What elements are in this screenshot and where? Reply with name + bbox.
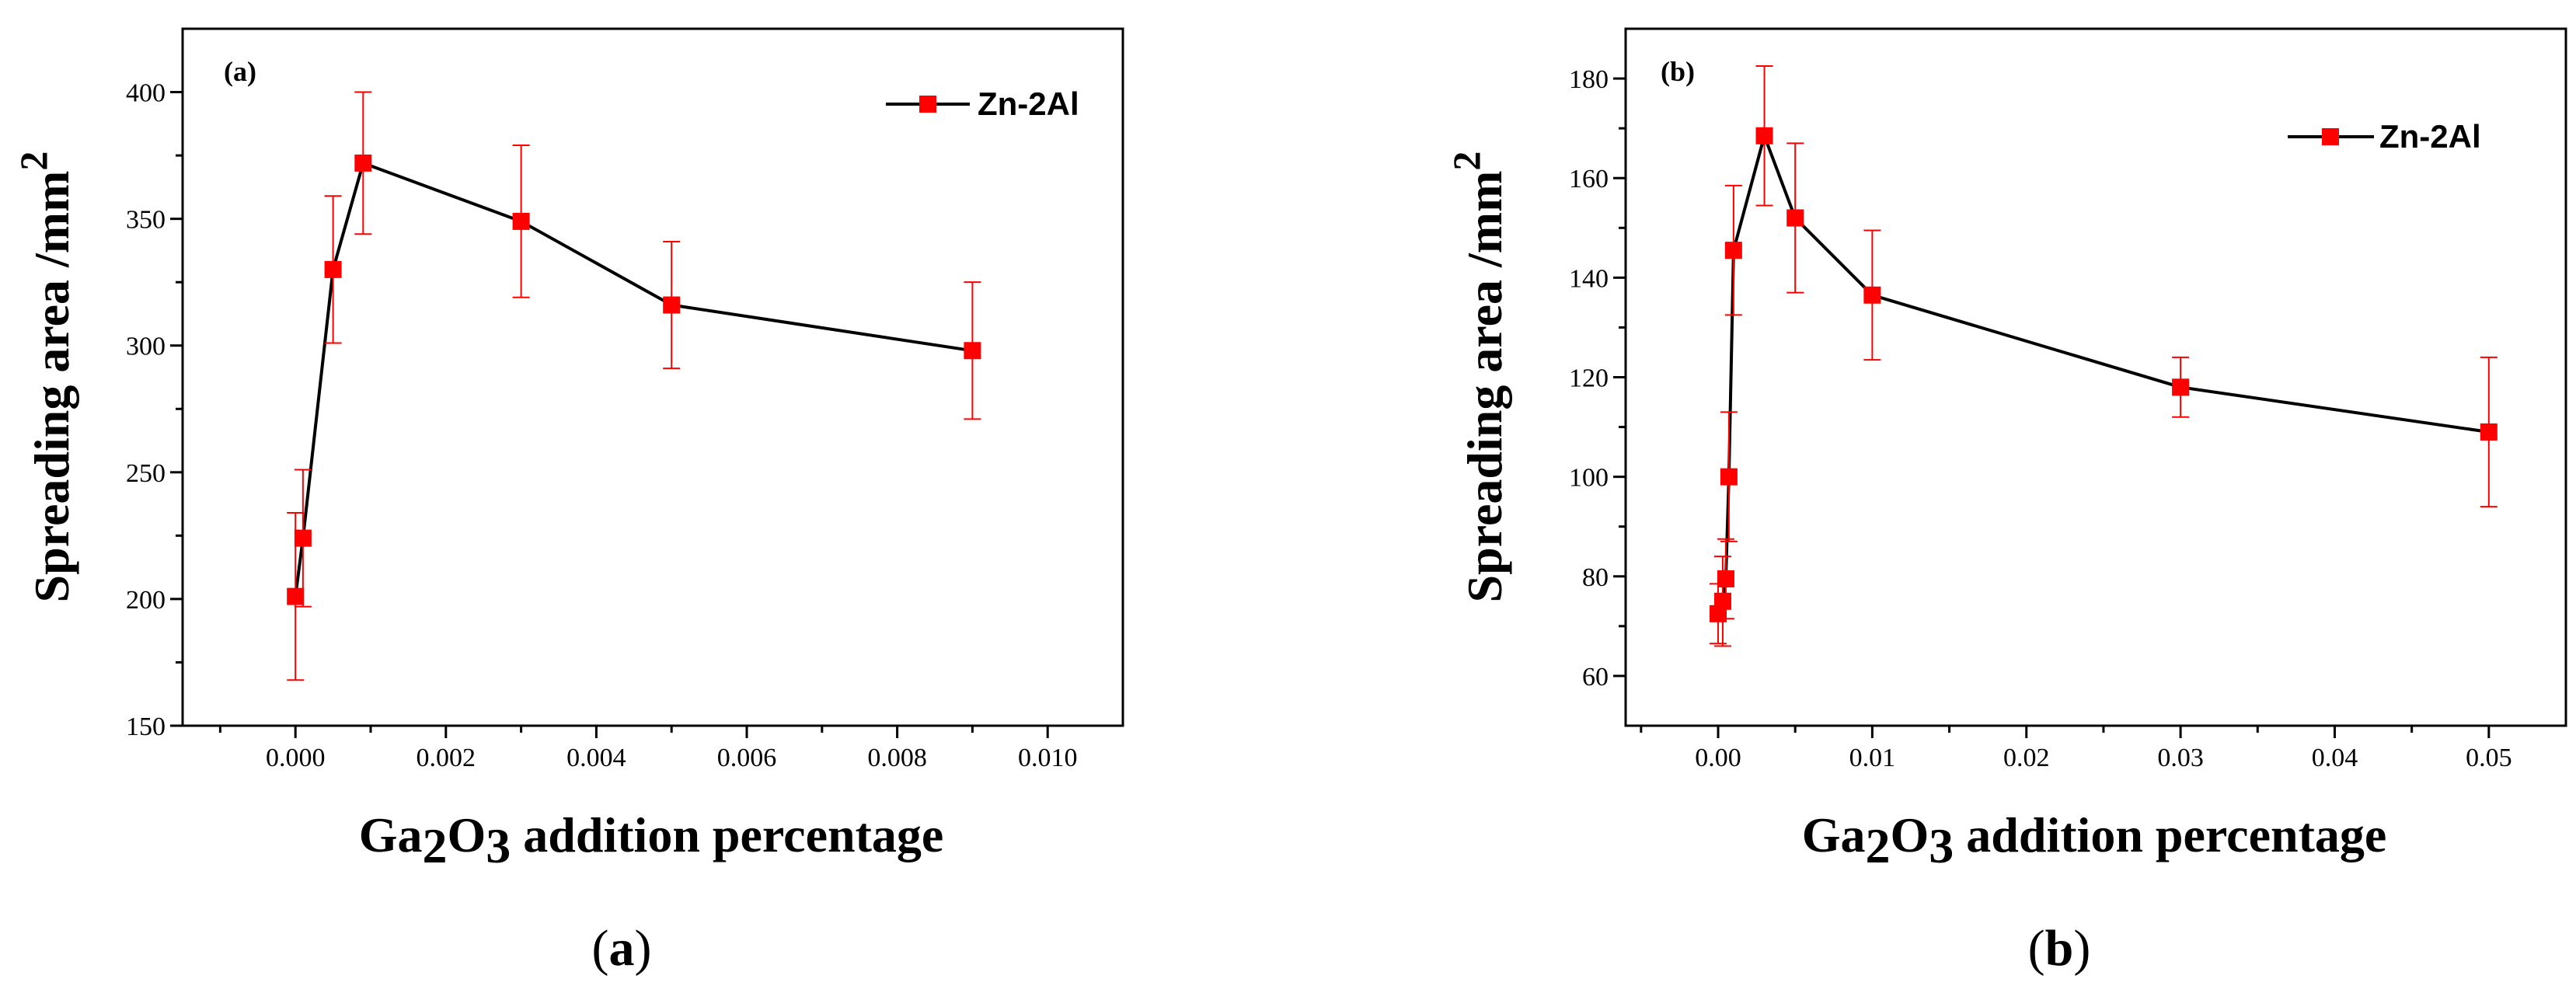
y-tick-label-a: 150 — [126, 712, 166, 741]
y-axis-title-main-b: Spreading area /mm — [1457, 171, 1512, 603]
data-point-b — [1863, 286, 1881, 304]
panel-label-a: (a) — [224, 56, 256, 87]
caption-a: (a) — [592, 920, 652, 977]
y-axis-title-main-a: Spreading area /mm — [24, 171, 79, 603]
x-tick-label-b: 0.00 — [1695, 744, 1741, 772]
x-tick-label-a: 0.000 — [266, 744, 326, 772]
x-tick-label-b: 0.01 — [1849, 744, 1896, 772]
x-tick-label-a: 0.002 — [417, 744, 476, 772]
x-axis-title-a: Ga2O3 addition percentage — [359, 807, 944, 873]
y-tick-label-b: 160 — [1569, 165, 1609, 193]
y-tick-label-b: 120 — [1569, 364, 1609, 393]
data-point-b — [2480, 423, 2498, 441]
x-tick-label-a: 0.010 — [1018, 744, 1078, 772]
data-point-a — [354, 154, 372, 172]
x-tick-label-b: 0.03 — [2157, 744, 2204, 772]
y-axis-title-b: Spreading area /mm2 — [1445, 152, 1512, 603]
legend-marker-a — [919, 96, 936, 113]
data-point-b — [1786, 209, 1804, 227]
y-tick-label-a: 200 — [126, 586, 166, 615]
y-tick-label-b: 100 — [1569, 464, 1609, 493]
x-tick-label-b: 0.05 — [2466, 744, 2512, 772]
y-tick-label-a: 300 — [126, 333, 166, 361]
data-point-b — [1717, 570, 1734, 587]
series-line-b — [1717, 131, 2490, 615]
data-point-b — [1755, 127, 1773, 145]
data-point-a — [964, 342, 981, 360]
x-axis-title-sub3-b: 3 — [1929, 818, 1954, 873]
x-axis-ticks-b: 0.00 0.01 0.02 0.03 0.04 0.05 — [1640, 726, 2512, 772]
x-axis-ticks-a: 0.000 0.002 0.004 0.006 0.008 0.010 — [218, 726, 1078, 772]
caption-close-a: ) — [635, 920, 652, 977]
legend-a: Zn-2Al — [886, 85, 1079, 122]
data-point-b — [1720, 468, 1738, 486]
data-point-b — [1713, 592, 1731, 610]
series-line-a — [294, 161, 973, 597]
y-axis-ticks-a: 150 200 250 300 350 400 — [126, 79, 183, 741]
panel-label-b: (b) — [1661, 56, 1695, 87]
y-tick-label-b: 180 — [1569, 65, 1609, 94]
y-axis-title-sup-b: 2 — [1445, 152, 1488, 171]
data-point-a — [512, 212, 530, 230]
plot-frame-a — [181, 27, 1124, 727]
series-a — [287, 91, 981, 681]
data-point-a — [324, 260, 342, 278]
y-tick-label-a: 250 — [126, 459, 166, 488]
legend-marker-b — [2322, 128, 2339, 145]
x-axis-title-o-b: O — [1890, 807, 1929, 862]
legend-label-a: Zn-2Al — [978, 85, 1079, 122]
caption-open-b: ( — [2028, 920, 2045, 977]
legend-label-b: Zn-2Al — [2379, 118, 2481, 155]
y-tick-label-b: 60 — [1582, 663, 1609, 692]
x-tick-label-b: 0.02 — [2003, 744, 2050, 772]
legend-b: Zn-2Al — [2288, 118, 2481, 155]
x-tick-label-a: 0.006 — [717, 744, 777, 772]
y-axis-ticks-b: 60 80 100 120 140 160 180 — [1569, 65, 1626, 692]
data-point-b — [2172, 378, 2190, 396]
x-axis-title-rest-a: addition percentage — [511, 807, 943, 862]
caption-close-b: ) — [2073, 920, 2090, 977]
x-tick-label-b: 0.04 — [2312, 744, 2358, 772]
y-tick-label-a: 350 — [126, 206, 166, 235]
x-axis-title-ga-a: Ga — [359, 807, 423, 862]
caption-letter-a: a — [609, 920, 635, 977]
x-axis-title-b: Ga2O3 addition percentage — [1802, 807, 2387, 873]
caption-open-a: ( — [592, 920, 609, 977]
panel-b: 60 80 100 120 140 160 180 0.00 0.01 0.02 0.03 0.04… — [1445, 27, 2567, 977]
y-tick-label-b: 140 — [1569, 264, 1609, 293]
data-point-a — [287, 587, 305, 605]
data-point-a — [294, 529, 312, 547]
x-axis-title-sub2-b: 2 — [1865, 818, 1890, 873]
y-axis-title-a: Spreading area /mm2 — [12, 152, 79, 603]
y-axis-title-sup-a: 2 — [12, 152, 55, 171]
x-axis-title-rest-b: addition percentage — [1954, 807, 2386, 862]
caption-b: (b) — [2028, 920, 2091, 977]
x-axis-title-ga-b: Ga — [1802, 807, 1866, 862]
x-axis-title-sub2-a: 2 — [422, 818, 447, 873]
caption-letter-b: b — [2045, 920, 2074, 977]
data-point-b — [1724, 242, 1742, 260]
x-axis-title-o-a: O — [447, 807, 486, 862]
x-tick-label-a: 0.008 — [867, 744, 927, 772]
data-point-a — [663, 296, 681, 314]
y-tick-label-a: 400 — [126, 79, 166, 108]
y-tick-label-b: 80 — [1582, 563, 1609, 592]
x-axis-title-sub3-a: 3 — [486, 818, 511, 873]
x-tick-label-a: 0.004 — [566, 744, 626, 772]
series-b — [1710, 65, 2498, 647]
